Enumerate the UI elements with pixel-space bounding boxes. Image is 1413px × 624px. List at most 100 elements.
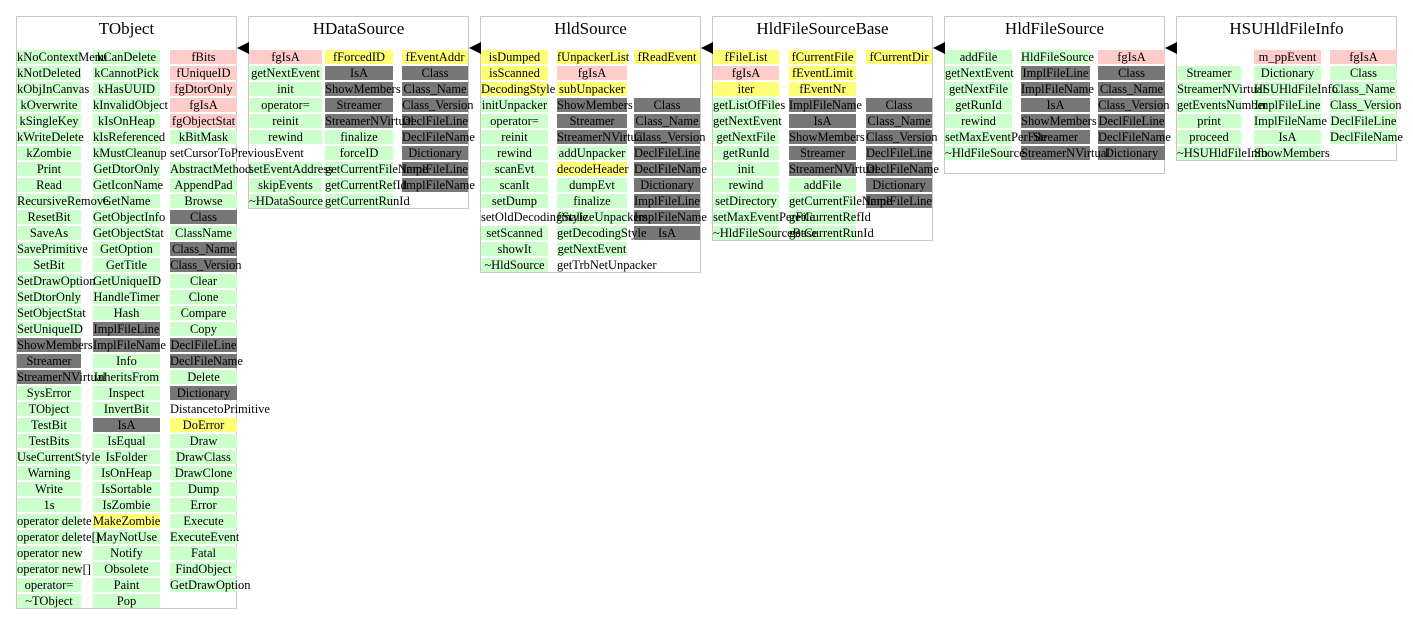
member-kobjincanvas: kObjInCanvas [17, 82, 89, 96]
member-getobjectstat: GetObjectStat [93, 226, 164, 240]
member-notify: Notify [93, 546, 160, 560]
member-ffilelist: fFileList [713, 50, 779, 64]
member-label: rewind [728, 178, 764, 192]
member-obsolete: Obsolete [93, 562, 160, 576]
member-hldfilesource: HldFileSource [1021, 50, 1094, 64]
member-gettrbnetunpacker: getTrbNetUnpacker [557, 258, 657, 272]
member-operator-delete: operator delete [17, 514, 92, 528]
member-label: GetObjectStat [93, 226, 164, 240]
member-getnextevent: getNextEvent [945, 66, 1014, 80]
member-label: Print [36, 162, 62, 176]
member-paint: Paint [93, 578, 160, 592]
member-getcurrentrefid: getCurrentRefId [789, 210, 871, 224]
member-label: ~HSUHldFileInfo [1177, 146, 1268, 160]
member-label: DrawClone [174, 466, 233, 480]
member-label: setMaxEventPerFile [713, 210, 816, 224]
member-label: fUniqueID [176, 66, 231, 80]
member-iter: iter [713, 82, 779, 96]
member-setbit: SetBit [17, 258, 81, 272]
member-streamer: Streamer [17, 354, 81, 368]
member-class-name: Class_Name [634, 114, 700, 128]
member-label: operator= [24, 578, 74, 592]
member-class-name: Class_Name [1098, 82, 1165, 96]
member-label: addFile [959, 50, 998, 64]
member-label: getDecodingStyle [557, 226, 647, 240]
member-tobject: ~TObject [17, 594, 81, 608]
member-declfilename: DeclFileName [1098, 130, 1171, 144]
member-showit: showIt [481, 242, 548, 256]
member-usecurrentstyle: UseCurrentStyle [17, 450, 100, 464]
member-label: IsSortable [101, 482, 152, 496]
member-operator: operator= [17, 578, 81, 592]
member-dictionary: Dictionary [1254, 66, 1321, 80]
member-label: Dictionary [1260, 66, 1315, 80]
member-label: GetDtorOnly [93, 162, 160, 176]
member-label: rewind [497, 146, 532, 160]
member-label: fForcedID [332, 50, 386, 64]
member-label: operator= [261, 98, 310, 112]
member-label: TestBit [31, 418, 67, 432]
member-label: GetTitle [105, 258, 148, 272]
member-dump: Dump [170, 482, 237, 496]
member-label: AbstractMethod [170, 162, 252, 176]
member-label: DeclFileLine [634, 146, 700, 160]
member-1s: 1s [17, 498, 81, 512]
member-streamernvirtual: StreamerNVirtual [789, 162, 878, 176]
member-label: Delete [187, 370, 220, 384]
member-browse: Browse [170, 194, 237, 208]
member-label: DistancetoPrimitive [170, 402, 270, 416]
member-geteventsnumber: getEventsNumber [1177, 98, 1267, 112]
member-label: GetOption [100, 242, 153, 256]
member-fgisa: fgIsA [557, 66, 627, 80]
member-class-version: Class_Version [402, 98, 474, 112]
member-label: iter [737, 82, 755, 96]
member-executeevent: ExecuteEvent [170, 530, 239, 544]
member-fgisa: fgIsA [170, 98, 237, 112]
member-declfilename: DeclFileName [402, 130, 475, 144]
member-label: Class_Version [866, 130, 938, 144]
member-label: scanEvt [494, 162, 535, 176]
member-declfilename: DeclFileName [866, 162, 939, 176]
member-label: ~HldSource [484, 258, 545, 272]
member-label: RecursiveRemove [17, 194, 109, 208]
member-kinvalidobject: kInvalidObject [93, 98, 168, 112]
member-label: Class [189, 210, 218, 224]
member-addunpacker: addUnpacker [557, 146, 627, 160]
member-rewind: rewind [945, 114, 1012, 128]
member-label: Class [885, 98, 913, 112]
member-label: Class_Name [1331, 82, 1396, 96]
member-empty [866, 82, 932, 96]
member-column: fCurrentFile fEventLimit fEventNr ImplFileN… [789, 50, 892, 242]
member-getoption: GetOption [93, 242, 160, 256]
member-label: fEventAddr [405, 50, 465, 64]
member-saveas: SaveAs [17, 226, 81, 240]
member-getnextevent: getNextEvent [249, 66, 322, 80]
member-getcurrentrefid: getCurrentRefId [325, 178, 407, 192]
member-label: TObject [28, 402, 70, 416]
member-streamernvirtual: StreamerNVirtual [1021, 146, 1110, 160]
member-scanevt: scanEvt [481, 162, 548, 176]
member-label: kSingleKey [19, 114, 79, 128]
member-kcandelete: kCanDelete [93, 50, 160, 64]
member-kcannotpick: kCannotPick [93, 66, 160, 80]
member-label: ImplFileName [634, 210, 707, 224]
member-label: getCurrentRefId [789, 210, 871, 224]
member-tobject: TObject [17, 402, 81, 416]
member-label: setMaxEventPerFile [945, 130, 1048, 144]
member-label: fgIsA [1117, 50, 1146, 64]
member-init: init [249, 82, 322, 96]
member-class: Class [1098, 66, 1165, 80]
member-label: ShowMembers [557, 98, 633, 112]
member-setcursortopreviousevent: setCursorToPreviousEvent [170, 146, 304, 160]
member-label: getTrbNetUnpacker [557, 258, 657, 272]
member-init: init [713, 162, 779, 176]
member-write: Write [17, 482, 81, 496]
member-showmembers: ShowMembers [1021, 114, 1097, 128]
member-label: kMustCleanup [93, 146, 167, 160]
member-setolddecodingstyle: setOldDecodingStyle [481, 210, 588, 224]
member-label: Dictionary [408, 146, 462, 160]
member-hsuhldfileinfo: ~HSUHldFileInfo [1177, 146, 1268, 160]
member-streamernvirtual: StreamerNVirtual [17, 370, 106, 384]
member-label: kNoContextMenu [17, 50, 108, 64]
member-reinit: reinit [249, 114, 322, 128]
